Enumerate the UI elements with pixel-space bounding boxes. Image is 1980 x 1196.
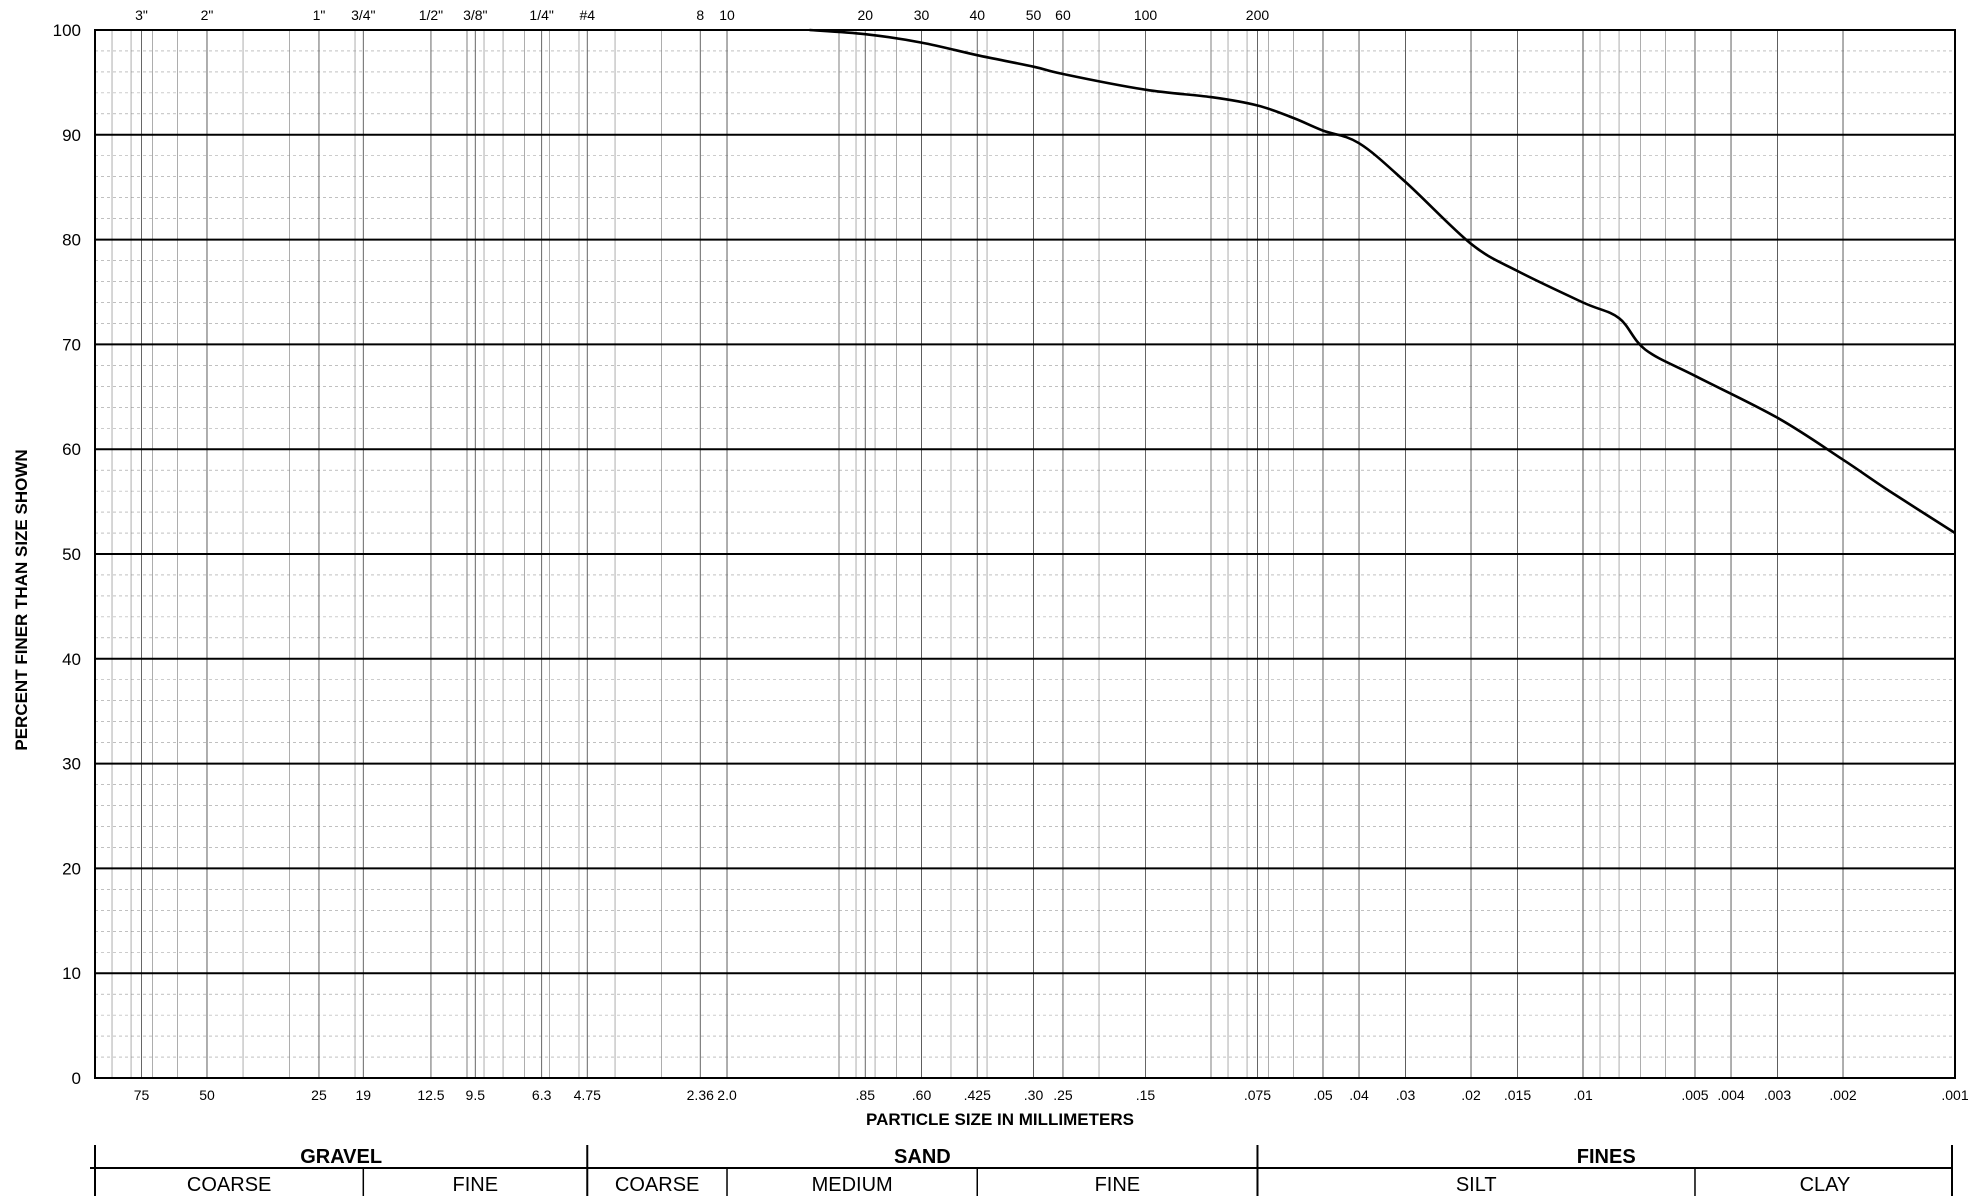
top-tick-label: 1/4" [529, 7, 553, 23]
grid [95, 29, 1956, 1079]
classification-table: GRAVEL SAND FINES COARSE FINE COARSE MEDIUM FIN… [90, 1145, 1953, 1196]
soil-subgroup-label: FINE [453, 1174, 499, 1196]
top-tick-label: 100 [1134, 7, 1158, 23]
top-tick-label: 2" [201, 7, 214, 23]
plot-frame [94, 29, 1956, 1079]
bottom-tick-label: .004 [1717, 1087, 1744, 1103]
bottom-tick-label: .85 [856, 1087, 876, 1103]
bottom-tick-label: 25 [311, 1087, 327, 1103]
bottom-tick-label: .001 [1941, 1087, 1968, 1103]
y-tick-label: 80 [62, 231, 81, 250]
y-tick-label: 90 [62, 126, 81, 145]
y-tick-label: 30 [62, 755, 81, 774]
y-tick-label: 50 [62, 545, 81, 564]
bottom-tick-label: .30 [1024, 1087, 1044, 1103]
top-tick-label: #4 [579, 7, 595, 23]
soil-subgroup-label: MEDIUM [812, 1174, 893, 1196]
bottom-tick-label: 12.5 [417, 1087, 444, 1103]
x-axis-label: PARTICLE SIZE IN MILLIMETERS [866, 1110, 1134, 1129]
bottom-tick-label: .05 [1313, 1087, 1333, 1103]
bottom-tick-label: 75 [134, 1087, 150, 1103]
bottom-tick-label: .002 [1829, 1087, 1856, 1103]
bottom-tick-label: 4.75 [574, 1087, 601, 1103]
y-tick-label: 70 [62, 335, 81, 354]
top-tick-label: 30 [914, 7, 930, 23]
top-tick-label: 1" [313, 7, 326, 23]
bottom-tick-label: 2.0 [717, 1087, 737, 1103]
bottom-tick-label: .25 [1053, 1087, 1073, 1103]
bottom-tick-label: .005 [1681, 1087, 1708, 1103]
top-tick-label: 1/2" [419, 7, 443, 23]
top-tick-label: 3/4" [351, 7, 375, 23]
bottom-tick-label: .015 [1504, 1087, 1531, 1103]
soil-group-label: SAND [894, 1146, 951, 1168]
y-axis-label: PERCENT FINER THAN SIZE SHOWN [12, 449, 31, 750]
bottom-tick-label: .075 [1244, 1087, 1271, 1103]
bottom-tick-label: .425 [964, 1087, 991, 1103]
soil-group-label: GRAVEL [300, 1146, 382, 1168]
bottom-tick-label: .02 [1461, 1087, 1481, 1103]
bottom-tick-label: .04 [1349, 1087, 1369, 1103]
soil-subgroup-label: COARSE [187, 1174, 271, 1196]
top-tick-label: 10 [719, 7, 735, 23]
bottom-tick-label: .60 [912, 1087, 932, 1103]
top-tick-label: 60 [1055, 7, 1071, 23]
bottom-tick-label: 19 [356, 1087, 372, 1103]
bottom-tick-label: .01 [1573, 1087, 1593, 1103]
series-layer [809, 28, 1956, 535]
top-tick-label: 40 [969, 7, 985, 23]
y-tick-label: 40 [62, 650, 81, 669]
bottom-tick-label: .15 [1136, 1087, 1156, 1103]
y-tick-label: 60 [62, 440, 81, 459]
soil-group-label: FINES [1577, 1146, 1636, 1168]
top-tick-label: 3" [135, 7, 148, 23]
bottom-tick-label: 2.36 [687, 1087, 714, 1103]
bottom-tick-label: 50 [199, 1087, 215, 1103]
y-tick-label: 10 [62, 964, 81, 983]
top-tick-label: 3/8" [463, 7, 487, 23]
soil-subgroup-label: SILT [1456, 1174, 1497, 1196]
soil-subgroup-label: COARSE [615, 1174, 699, 1196]
bottom-tick-label: 6.3 [532, 1087, 552, 1103]
y-tick-label: 100 [53, 21, 81, 40]
axes: 0 10 20 30 40 50 60 70 80 90 100 75 50 25 19 12.5 9.5 6.3… [53, 7, 1969, 1103]
top-tick-label: 50 [1026, 7, 1042, 23]
top-tick-label: 200 [1246, 7, 1270, 23]
top-tick-label: 20 [857, 7, 873, 23]
top-tick-label: 8 [696, 7, 704, 23]
bottom-tick-label: 9.5 [466, 1087, 486, 1103]
bottom-tick-label: .03 [1396, 1087, 1416, 1103]
soil-subgroup-label: FINE [1095, 1174, 1141, 1196]
bottom-tick-label: .003 [1764, 1087, 1791, 1103]
soil-subgroup-label: CLAY [1800, 1174, 1851, 1196]
y-tick-label: 20 [62, 859, 81, 878]
y-tick-label: 0 [72, 1069, 81, 1088]
gradation-curve [809, 28, 1956, 535]
